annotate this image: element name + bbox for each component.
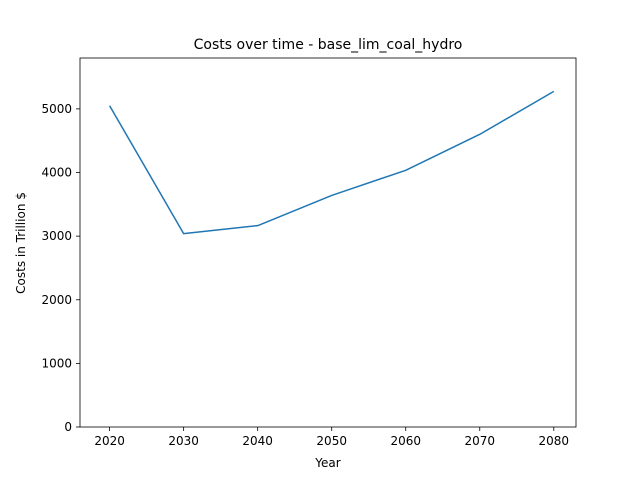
x-tick-label-2020: 2020: [94, 434, 125, 448]
y-tick-label-2000: 2000: [41, 293, 72, 307]
x-tick-label-2030: 2030: [168, 434, 199, 448]
y-tick-label-0: 0: [64, 420, 72, 434]
plot-frame: [79, 57, 577, 428]
chart-title: Costs over time - base_lim_coal_hydro: [194, 37, 463, 53]
y-tick-label-5000: 5000: [41, 102, 72, 116]
y-tick-label-3000: 3000: [41, 229, 72, 243]
x-tick-label-2060: 2060: [390, 434, 421, 448]
x-axis-label: Year: [314, 456, 340, 470]
plot-area: 2020 2030 2040 2050 2060 2070 2080 0 1000 2000 300…: [41, 57, 577, 448]
x-tick-label-2050: 2050: [316, 434, 347, 448]
x-tick-label-2070: 2070: [464, 434, 495, 448]
series-line: [108, 90, 555, 235]
y-axis-label: Costs in Trillion $: [14, 192, 28, 294]
y-tick-label-4000: 4000: [41, 166, 72, 180]
x-tick-label-2040: 2040: [242, 434, 273, 448]
x-tick-label-2080: 2080: [539, 434, 570, 448]
y-tick-label-1000: 1000: [41, 356, 72, 370]
